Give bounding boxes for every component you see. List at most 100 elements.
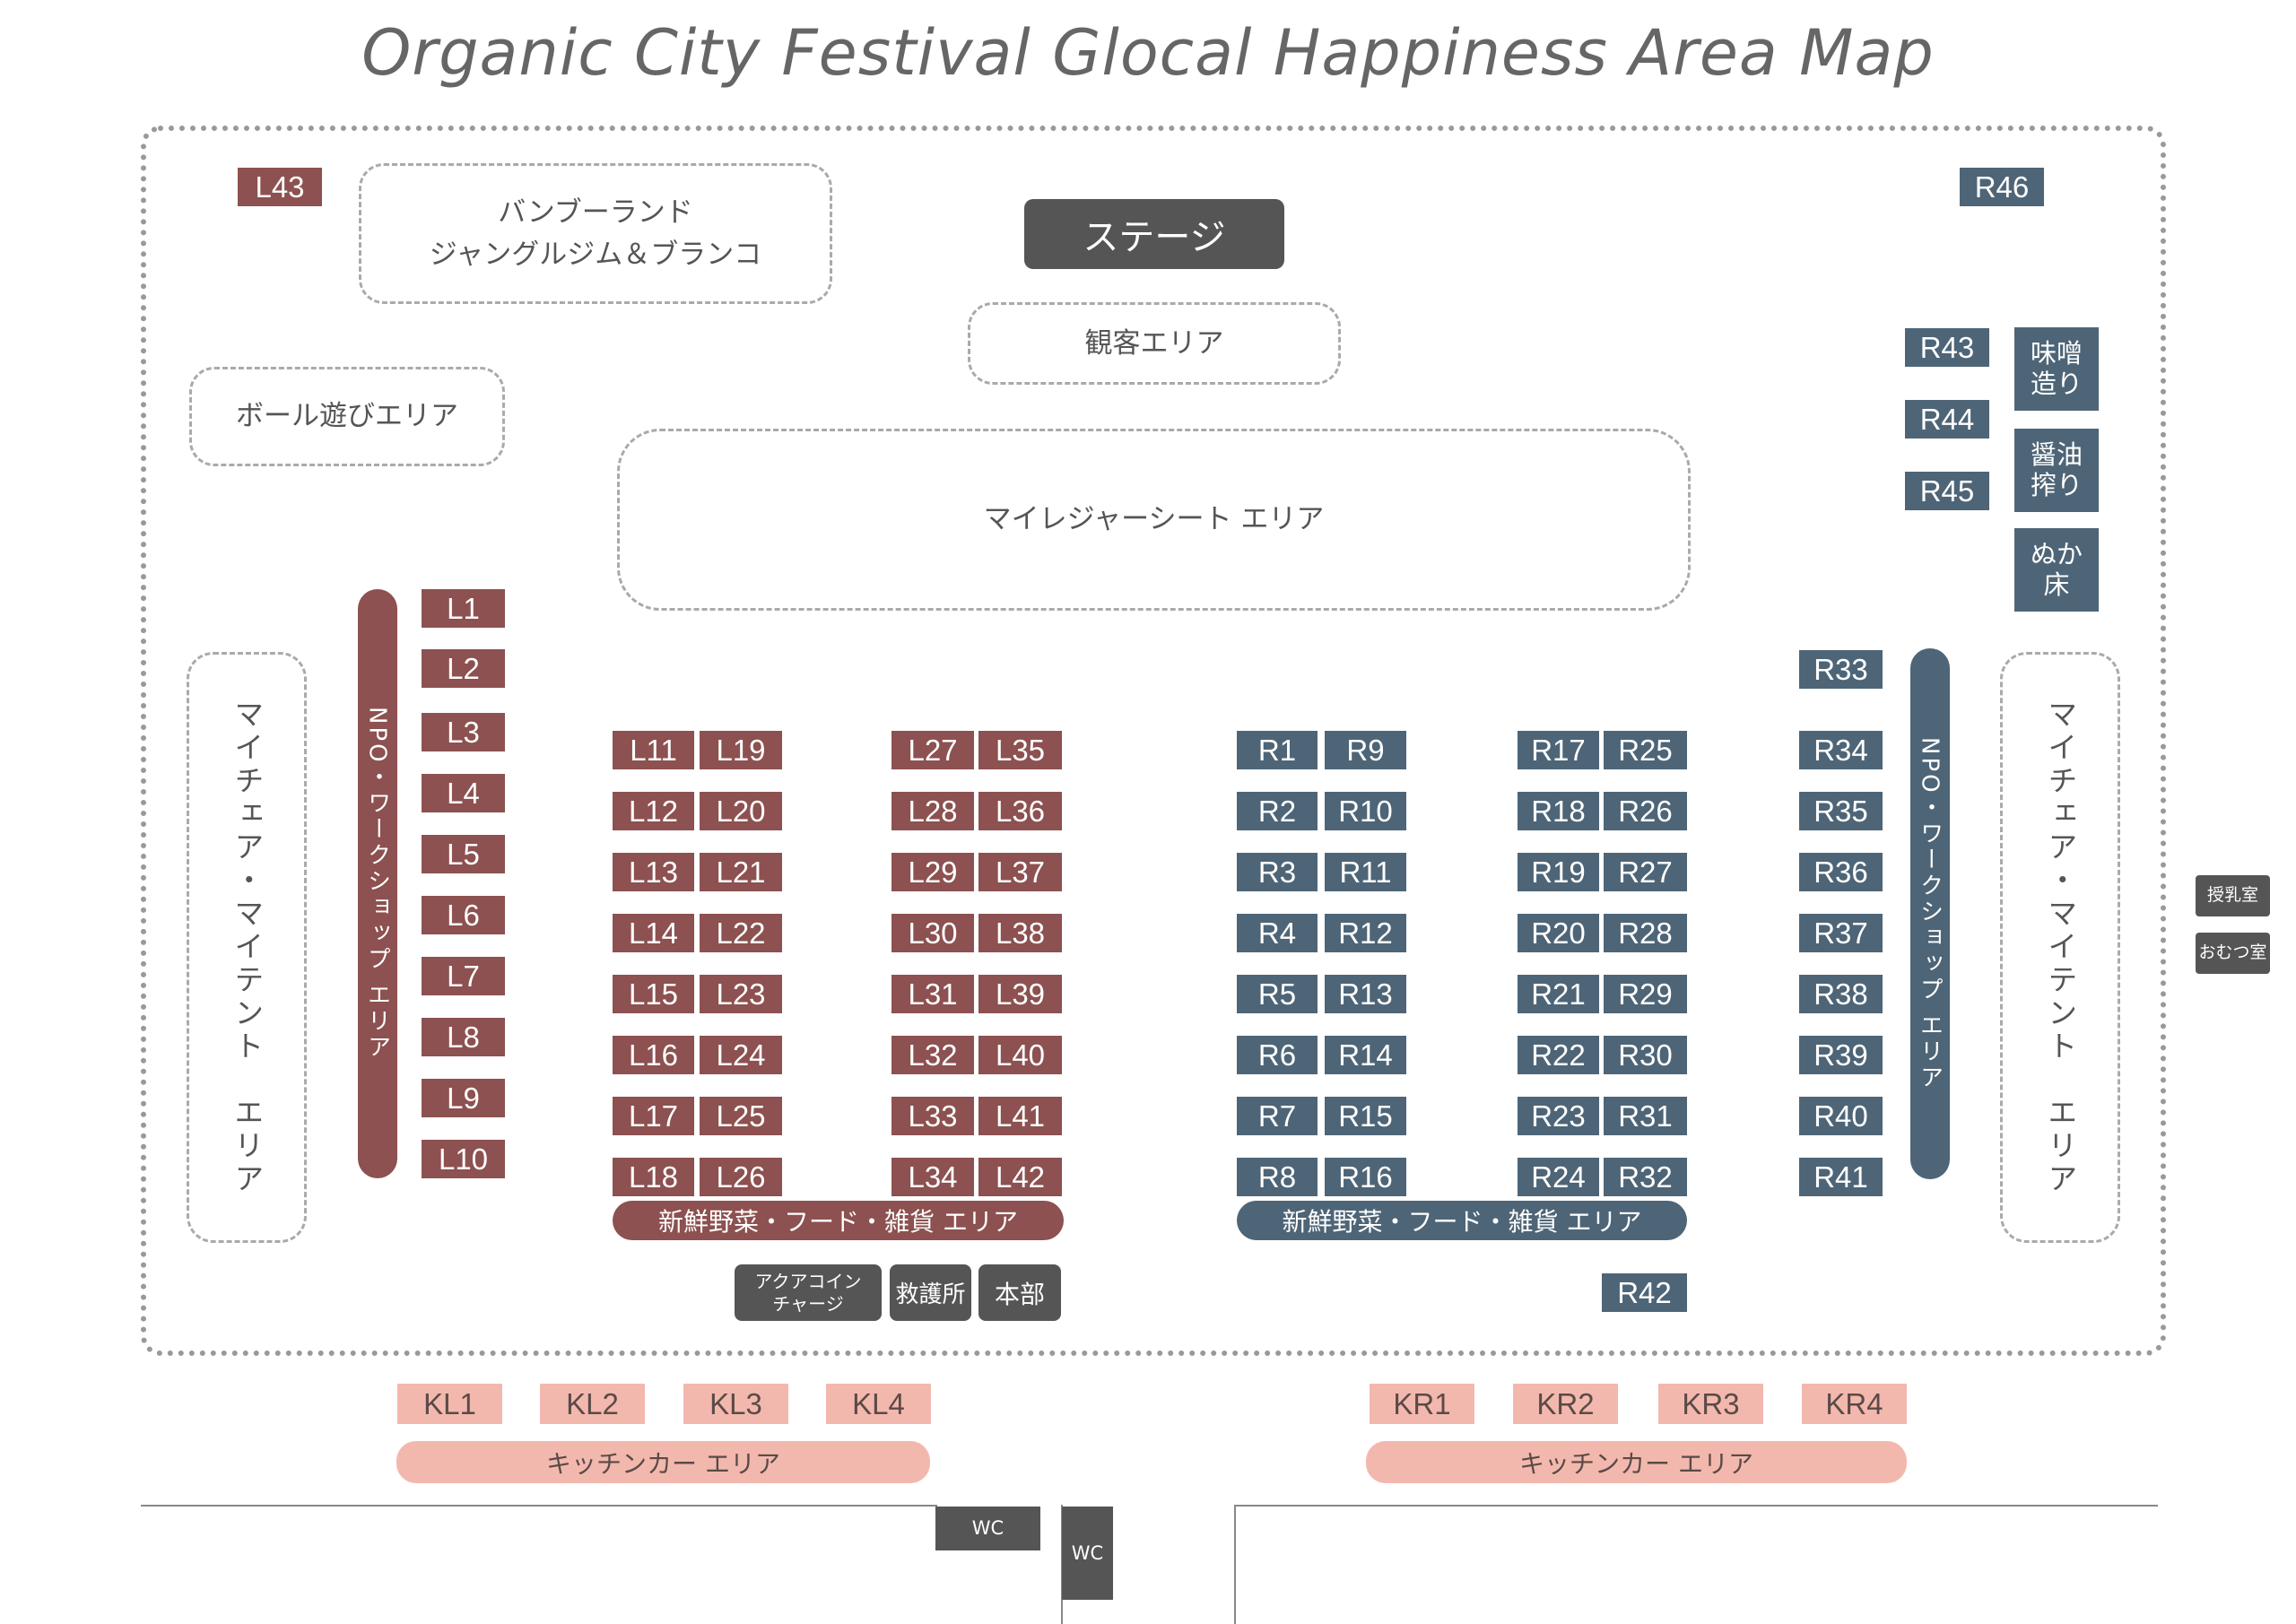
- booth-L31[interactable]: L31: [891, 975, 974, 1013]
- booth-R13[interactable]: R13: [1325, 975, 1406, 1013]
- booth-R20[interactable]: R20: [1518, 914, 1599, 952]
- booth-R28[interactable]: R28: [1604, 914, 1687, 952]
- booth-R43[interactable]: R43: [1905, 328, 1989, 367]
- booth-R39[interactable]: R39: [1799, 1036, 1883, 1074]
- booth-L14[interactable]: L14: [613, 914, 694, 952]
- booth-L24[interactable]: L24: [700, 1036, 782, 1074]
- booth-R26[interactable]: R26: [1604, 792, 1687, 830]
- booth-L13[interactable]: L13: [613, 853, 694, 891]
- booth-L41[interactable]: L41: [978, 1097, 1062, 1135]
- booth-R23[interactable]: R23: [1518, 1097, 1599, 1135]
- booth-L35[interactable]: L35: [978, 731, 1062, 769]
- booth-L21[interactable]: L21: [700, 853, 782, 891]
- booth-L29[interactable]: L29: [891, 853, 974, 891]
- nukadoko-booth[interactable]: ぬか 床: [2014, 528, 2099, 612]
- booth-L22[interactable]: L22: [700, 914, 782, 952]
- booth-R36[interactable]: R36: [1799, 853, 1883, 891]
- booth-L2[interactable]: L2: [422, 649, 505, 688]
- booth-L16[interactable]: L16: [613, 1036, 694, 1074]
- booth-R12[interactable]: R12: [1325, 914, 1406, 952]
- booth-R1[interactable]: R1: [1237, 731, 1318, 769]
- booth-R37[interactable]: R37: [1799, 914, 1883, 952]
- booth-KR4[interactable]: KR4: [1802, 1384, 1907, 1424]
- booth-R7[interactable]: R7: [1237, 1097, 1318, 1135]
- booth-L39[interactable]: L39: [978, 975, 1062, 1013]
- booth-L42[interactable]: L42: [978, 1158, 1062, 1196]
- booth-KR2[interactable]: KR2: [1513, 1384, 1618, 1424]
- booth-R16[interactable]: R16: [1325, 1158, 1406, 1196]
- booth-L30[interactable]: L30: [891, 914, 974, 952]
- booth-L10[interactable]: L10: [422, 1140, 505, 1178]
- wc-1[interactable]: WC: [935, 1507, 1040, 1550]
- booth-R41[interactable]: R41: [1799, 1158, 1883, 1196]
- first-aid-station[interactable]: 救護所: [890, 1264, 971, 1321]
- diaper-room[interactable]: おむつ室: [2196, 933, 2270, 974]
- booth-R3[interactable]: R3: [1237, 853, 1318, 891]
- booth-R35[interactable]: R35: [1799, 792, 1883, 830]
- aqua-coin-charge[interactable]: アクアコイン チャージ: [735, 1264, 882, 1321]
- booth-L1[interactable]: L1: [422, 589, 505, 628]
- stage[interactable]: ステージ: [1024, 199, 1284, 269]
- booth-L23[interactable]: L23: [700, 975, 782, 1013]
- booth-L15[interactable]: L15: [613, 975, 694, 1013]
- booth-L12[interactable]: L12: [613, 792, 694, 830]
- booth-R29[interactable]: R29: [1604, 975, 1687, 1013]
- booth-R10[interactable]: R10: [1325, 792, 1406, 830]
- booth-KL3[interactable]: KL3: [683, 1384, 788, 1424]
- booth-KL4[interactable]: KL4: [826, 1384, 931, 1424]
- booth-KR1[interactable]: KR1: [1370, 1384, 1474, 1424]
- booth-L17[interactable]: L17: [613, 1097, 694, 1135]
- booth-R19[interactable]: R19: [1518, 853, 1599, 891]
- booth-L36[interactable]: L36: [978, 792, 1062, 830]
- booth-L38[interactable]: L38: [978, 914, 1062, 952]
- booth-R17[interactable]: R17: [1518, 731, 1599, 769]
- miso-making-booth[interactable]: 味噌 造り: [2014, 327, 2099, 411]
- booth-L19[interactable]: L19: [700, 731, 782, 769]
- booth-R44[interactable]: R44: [1905, 400, 1989, 439]
- booth-R18[interactable]: R18: [1518, 792, 1599, 830]
- booth-R2[interactable]: R2: [1237, 792, 1318, 830]
- booth-R34[interactable]: R34: [1799, 731, 1883, 769]
- booth-R38[interactable]: R38: [1799, 975, 1883, 1013]
- booth-R5[interactable]: R5: [1237, 975, 1318, 1013]
- booth-R30[interactable]: R30: [1604, 1036, 1687, 1074]
- soy-sauce-booth[interactable]: 醤油 搾り: [2014, 429, 2099, 512]
- booth-L27[interactable]: L27: [891, 731, 974, 769]
- booth-L20[interactable]: L20: [700, 792, 782, 830]
- booth-L40[interactable]: L40: [978, 1036, 1062, 1074]
- booth-L4[interactable]: L4: [422, 774, 505, 812]
- booth-L43[interactable]: L43: [238, 168, 322, 206]
- booth-R24[interactable]: R24: [1518, 1158, 1599, 1196]
- booth-R32[interactable]: R32: [1604, 1158, 1687, 1196]
- booth-L25[interactable]: L25: [700, 1097, 782, 1135]
- booth-L26[interactable]: L26: [700, 1158, 782, 1196]
- booth-R22[interactable]: R22: [1518, 1036, 1599, 1074]
- booth-R46[interactable]: R46: [1960, 168, 2044, 206]
- booth-R31[interactable]: R31: [1604, 1097, 1687, 1135]
- booth-L33[interactable]: L33: [891, 1097, 974, 1135]
- booth-KL2[interactable]: KL2: [540, 1384, 645, 1424]
- booth-R9[interactable]: R9: [1325, 731, 1406, 769]
- booth-L8[interactable]: L8: [422, 1018, 505, 1056]
- booth-R11[interactable]: R11: [1325, 853, 1406, 891]
- nursing-room[interactable]: 授乳室: [2196, 875, 2270, 916]
- booth-L32[interactable]: L32: [891, 1036, 974, 1074]
- booth-L37[interactable]: L37: [978, 853, 1062, 891]
- headquarters[interactable]: 本部: [978, 1264, 1061, 1321]
- booth-R42[interactable]: R42: [1602, 1273, 1687, 1312]
- booth-R15[interactable]: R15: [1325, 1097, 1406, 1135]
- wc-2[interactable]: WC: [1062, 1507, 1113, 1600]
- booth-KL1[interactable]: KL1: [397, 1384, 502, 1424]
- booth-R27[interactable]: R27: [1604, 853, 1687, 891]
- booth-L6[interactable]: L6: [422, 896, 505, 934]
- booth-L7[interactable]: L7: [422, 957, 505, 995]
- booth-R6[interactable]: R6: [1237, 1036, 1318, 1074]
- booth-L28[interactable]: L28: [891, 792, 974, 830]
- booth-L11[interactable]: L11: [613, 731, 694, 769]
- booth-R4[interactable]: R4: [1237, 914, 1318, 952]
- booth-R14[interactable]: R14: [1325, 1036, 1406, 1074]
- booth-L9[interactable]: L9: [422, 1079, 505, 1117]
- booth-R40[interactable]: R40: [1799, 1097, 1883, 1135]
- booth-L3[interactable]: L3: [422, 713, 505, 751]
- booth-R45[interactable]: R45: [1905, 472, 1989, 510]
